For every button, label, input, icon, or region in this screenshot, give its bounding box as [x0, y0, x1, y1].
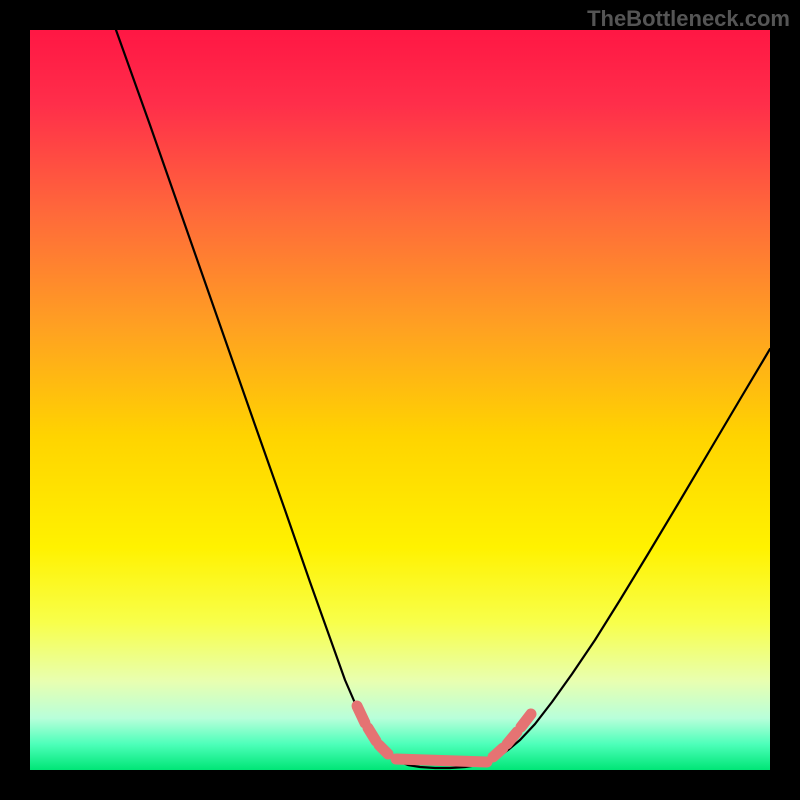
marker-segment	[357, 706, 365, 723]
marker-segment	[507, 732, 517, 744]
marker-segment	[396, 759, 487, 762]
watermark-text: TheBottleneck.com	[587, 6, 790, 32]
plot-area	[30, 30, 770, 770]
marker-segment	[493, 748, 503, 757]
chart-container: TheBottleneck.com	[0, 0, 800, 800]
gradient-background	[30, 30, 770, 770]
marker-segment	[379, 745, 388, 754]
marker-segment	[368, 728, 376, 741]
chart-svg	[30, 30, 770, 770]
